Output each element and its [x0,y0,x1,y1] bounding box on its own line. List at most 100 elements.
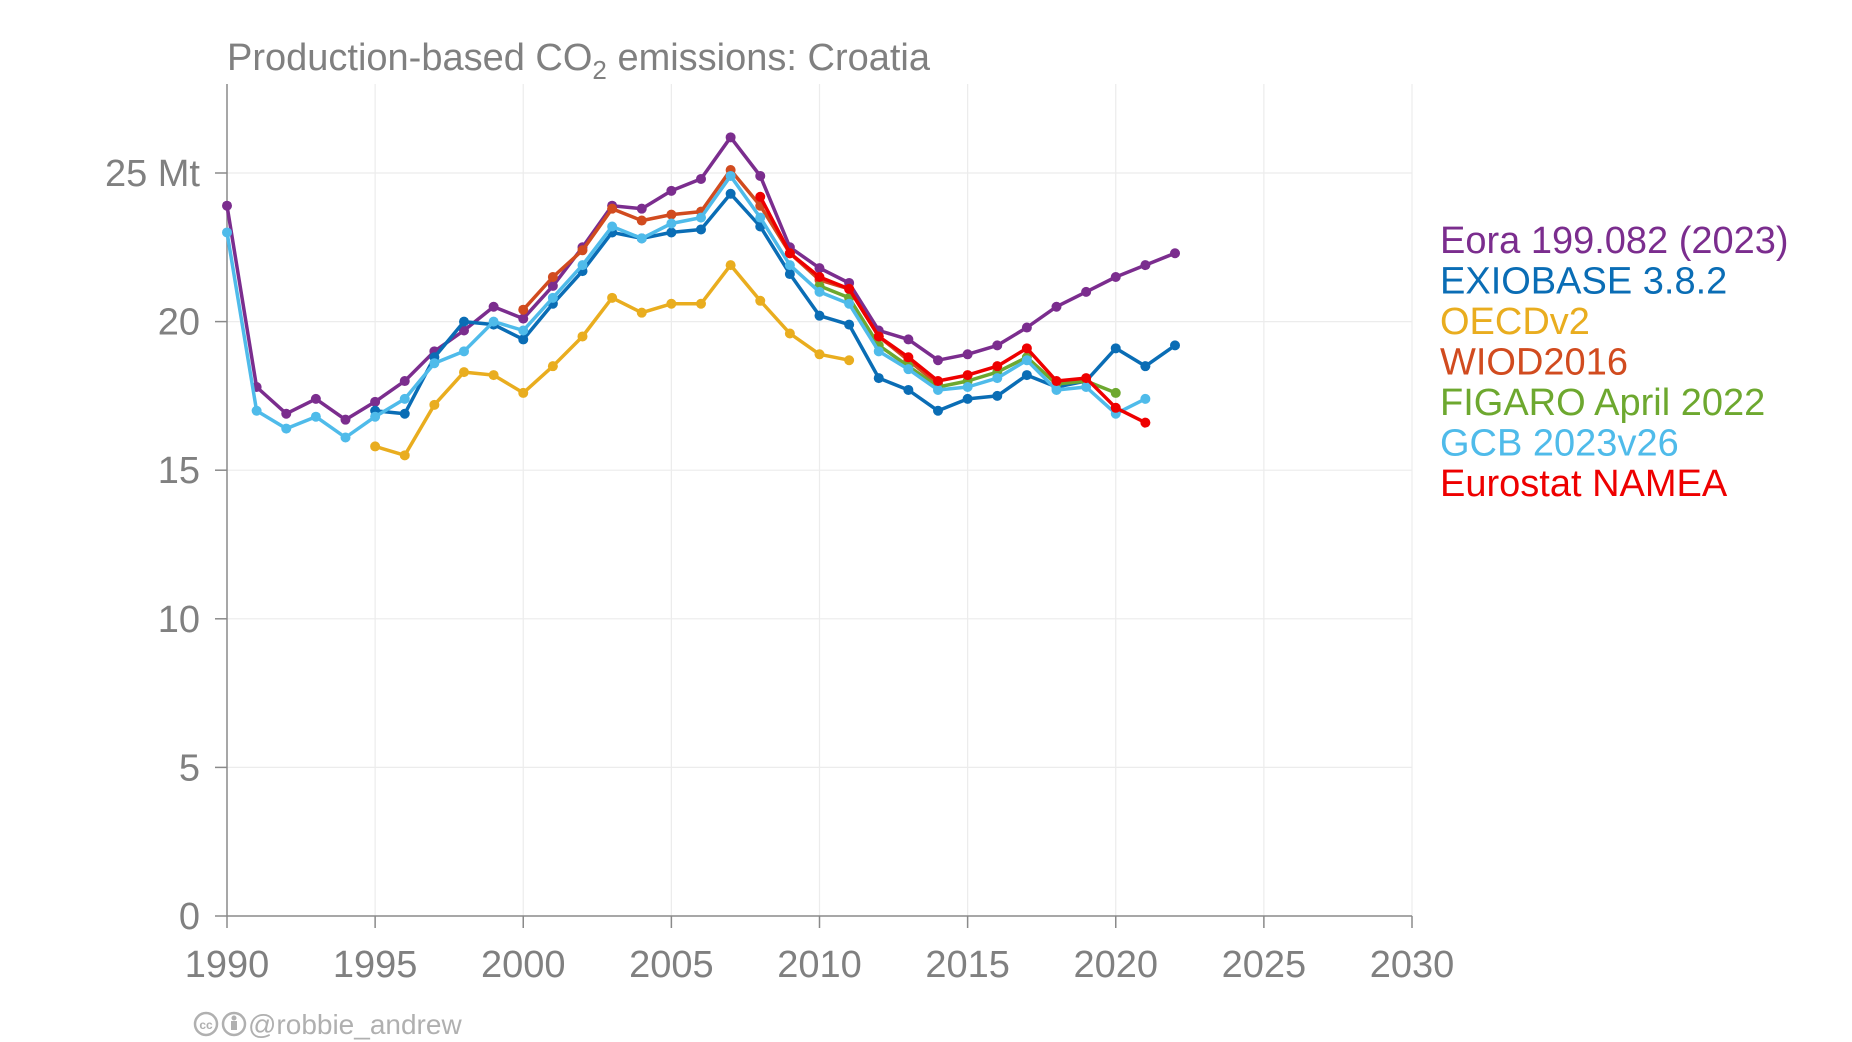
data-point [1051,384,1062,395]
data-point [1140,260,1151,271]
data-point [459,346,469,357]
data-point [784,260,795,271]
data-point [725,188,736,199]
data-point [547,361,558,372]
data-point [1110,272,1121,283]
x-tick-label: 2000 [481,944,566,986]
data-point [488,316,499,327]
data-point [222,227,232,238]
data-point [1081,286,1092,297]
y-tick-label: 5 [179,747,200,789]
data-point [1081,373,1092,384]
data-point [992,361,1003,372]
data-point [547,280,558,291]
data-point [992,373,1003,384]
data-point [814,263,825,274]
data-point [903,352,914,363]
data-point [281,423,292,434]
data-point [251,405,262,416]
data-point [429,399,440,410]
data-point [962,349,973,360]
y-tick-label: 20 [158,302,200,344]
data-point [755,191,766,202]
data-point [1021,355,1032,366]
legend-entry: WIOD2016 [1440,342,1628,384]
data-point [725,170,736,181]
data-point [1170,248,1180,259]
data-point [1110,387,1121,398]
cc-icon: cc [193,1011,219,1037]
data-point [844,298,855,309]
data-point [814,272,825,283]
data-point [784,328,795,339]
x-tick-label: 2030 [1370,944,1455,986]
x-tick-label: 2020 [1073,944,1158,986]
data-point [933,405,943,416]
data-point [784,248,795,259]
data-point [1021,322,1032,333]
data-point [1051,301,1062,312]
legend: Eora 199.082 (2023)EXIOBASE 3.8.2OECDv2W… [1440,220,1789,505]
data-point [696,212,706,223]
x-axis-ticks: 1990 1995 2000 2005 2010 2015 2020 2025 2030 [185,916,1455,986]
x-tick-label: 2005 [629,944,714,986]
data-point [666,227,677,238]
data-point [992,390,1003,401]
data-point [873,331,884,342]
attribution-icon [221,1011,247,1037]
data-point [666,185,677,196]
chart-title-main: Production-based CO [227,37,592,79]
data-point [607,203,618,214]
x-tick-label: 1990 [185,944,270,986]
data-point [547,292,558,303]
data-point [962,370,973,381]
data-point [903,364,914,375]
data-point [399,450,410,461]
chart-title: Production-based CO2 emissions: Croatia [227,37,931,85]
data-point [903,334,914,345]
legend-entry: FIGARO April 2022 [1440,382,1765,424]
y-tick-label: 15 [158,450,200,492]
data-point [992,340,1003,351]
chart-title-subscript: 2 [592,55,606,85]
data-point [547,272,558,283]
data-point [1110,343,1121,354]
data-point [755,212,766,223]
data-point [636,203,647,214]
data-point [962,393,973,404]
data-point [459,325,469,336]
data-point [873,346,884,357]
data-point [518,334,529,345]
data-point [1021,370,1032,381]
svg-text:cc: cc [199,1018,213,1032]
data-point [844,319,855,330]
data-point [222,200,232,211]
legend-entry: GCB 2023v26 [1440,423,1679,465]
data-point [962,381,973,392]
data-point [399,393,410,404]
x-tick-label: 1995 [333,944,418,986]
data-point [933,384,943,395]
data-point [636,215,647,226]
legend-entry: Eurostat NAMEA [1440,463,1728,505]
chart-title-suffix: emissions: Croatia [607,37,931,79]
data-point [755,170,766,181]
data-point [607,292,618,303]
data-point [666,218,677,229]
data-point [488,370,499,381]
data-point [1110,402,1121,413]
data-point [1140,361,1151,372]
data-point [725,132,736,143]
y-tick-label: 25 Mt [105,153,200,195]
data-point [666,298,677,309]
data-point [577,260,588,271]
data-point [1051,376,1062,387]
y-tick-label: 0 [179,896,200,938]
data-point [814,310,825,321]
data-point [666,209,677,220]
data-point [310,411,321,422]
y-tick-label: 10 [158,599,200,641]
x-tick-label: 2025 [1222,944,1307,986]
data-point [518,387,529,398]
